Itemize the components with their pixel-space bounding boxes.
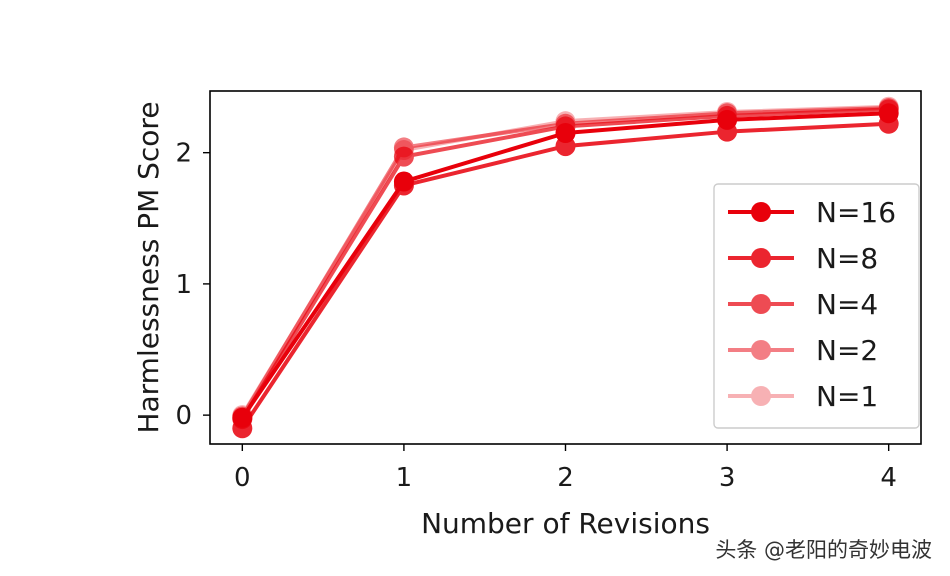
watermark: 头条 @老阳的奇妙电波 <box>715 538 932 562</box>
legend-marker <box>751 340 771 360</box>
x-tick-label: 0 <box>234 463 251 493</box>
x-axis-label: Number of Revisions <box>421 507 710 540</box>
legend-label: N=16 <box>816 196 896 229</box>
data-point <box>878 103 899 124</box>
legend-item <box>728 202 794 222</box>
ticks-layer: 0 1 2 3 4 0 1 2 <box>175 139 897 493</box>
data-point <box>393 171 414 192</box>
legend-marker <box>751 202 771 222</box>
legend-label: N=2 <box>816 334 878 367</box>
data-point <box>717 109 738 130</box>
legend: N=16 N=8 N=4 N=2 N=1 <box>713 183 920 429</box>
series-layer <box>232 96 899 439</box>
x-tick-label: 4 <box>880 463 897 493</box>
legend-label: N=4 <box>816 288 878 321</box>
y-axis-label: Harmlessness PM Score <box>132 101 165 433</box>
legend-label: N=1 <box>816 380 878 413</box>
x-tick-label: 1 <box>396 463 413 493</box>
legend-marker <box>751 248 771 268</box>
data-point <box>555 122 576 143</box>
y-tick-label: 2 <box>175 139 192 169</box>
data-point <box>393 146 414 167</box>
legend-box <box>713 183 920 429</box>
series-n-16 <box>232 103 899 428</box>
legend-label: N=8 <box>816 242 878 275</box>
y-tick-label: 1 <box>175 270 192 300</box>
data-point <box>232 407 253 428</box>
legend-item <box>728 294 794 314</box>
legend-item <box>728 386 794 406</box>
y-tick-label: 0 <box>175 401 192 431</box>
legend-item <box>728 248 794 268</box>
legend-marker <box>751 294 771 314</box>
legend-marker <box>751 386 771 406</box>
x-tick-label: 2 <box>557 463 574 493</box>
legend-item <box>728 340 794 360</box>
x-tick-label: 3 <box>719 463 736 493</box>
